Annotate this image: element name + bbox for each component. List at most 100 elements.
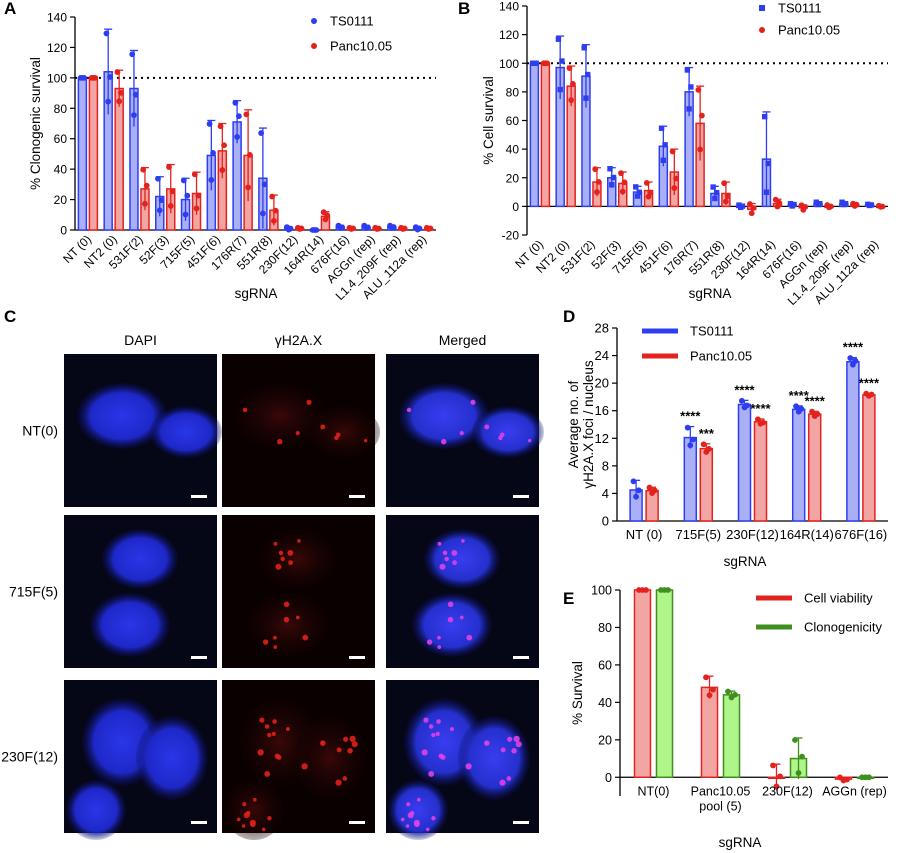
foci-dot	[425, 827, 430, 832]
y-tick-label: 0	[60, 224, 67, 238]
y-axis-label: % Survival	[570, 661, 585, 725]
data-point	[261, 181, 268, 188]
y-axis-label: % Cell survival	[481, 76, 496, 165]
data-point	[206, 121, 213, 127]
bar-series1	[633, 589, 652, 779]
foci-dot	[428, 724, 434, 729]
foci-dot	[465, 763, 472, 770]
nucleus	[424, 529, 500, 589]
y-tick-label: 20	[598, 733, 612, 747]
foci-dot	[459, 431, 464, 436]
data-point	[132, 91, 139, 98]
data-point	[155, 175, 161, 182]
data-point	[776, 199, 783, 206]
foci-dot	[435, 731, 440, 737]
data-point	[792, 737, 798, 743]
y-tick-label: 40	[598, 696, 612, 710]
data-point	[583, 95, 589, 101]
data-point	[703, 674, 709, 681]
scale-bar	[349, 821, 365, 824]
foci-dot	[431, 816, 436, 821]
data-point	[169, 188, 176, 195]
bar-series1	[529, 62, 540, 208]
foci-dot	[335, 779, 342, 786]
data-point	[594, 189, 600, 195]
data-point	[798, 405, 805, 412]
legend-marker	[311, 43, 317, 49]
data-point	[350, 225, 356, 232]
row-label: NT(0)	[22, 423, 58, 439]
foci-dot	[513, 735, 520, 743]
foci-dot	[439, 563, 446, 570]
data-point	[167, 203, 174, 209]
foci-dot	[336, 747, 342, 753]
data-point	[732, 691, 738, 698]
x-tick-label: 164R(14)	[780, 527, 834, 542]
data-point	[750, 205, 757, 211]
data-point	[269, 193, 276, 200]
data-point	[673, 175, 679, 182]
foci-dot	[297, 539, 301, 543]
data-point	[195, 192, 202, 199]
bar-series1	[77, 77, 88, 231]
foci-dot	[461, 539, 465, 543]
x-axis-label: sgRNA	[719, 835, 762, 850]
y-tick-label: 40	[506, 143, 520, 157]
nucleus	[102, 529, 178, 589]
x-tick-label: pool (5)	[699, 799, 741, 813]
data-point	[802, 204, 808, 210]
row-label: 230F(12)	[1, 749, 58, 765]
data-point	[245, 184, 252, 191]
foci-dot	[347, 748, 353, 754]
foci-dot	[335, 432, 341, 438]
bar-series2	[540, 62, 551, 208]
foci-dot	[484, 424, 490, 430]
data-point	[143, 182, 150, 189]
data-point	[221, 142, 227, 149]
data-point	[738, 397, 745, 404]
legend-label: Panc10.05	[330, 39, 392, 54]
legend-marker	[311, 18, 317, 24]
foci-dot	[283, 616, 290, 623]
data-point	[643, 587, 649, 593]
foci-dot	[271, 731, 276, 737]
data-point	[566, 65, 573, 72]
data-point	[610, 174, 617, 181]
data-point	[585, 71, 591, 78]
data-point	[754, 416, 761, 423]
foci-dot	[262, 639, 269, 645]
foci-dot	[506, 776, 512, 781]
foci-dot	[275, 563, 282, 570]
foci-dot	[442, 550, 448, 556]
nucleus	[388, 780, 448, 840]
significance-label: ***	[699, 426, 715, 441]
data-point	[184, 192, 191, 199]
foci-dot	[451, 549, 458, 556]
bar-series2	[699, 447, 714, 522]
data-point	[763, 189, 770, 195]
column-header: γH2A.X	[275, 332, 323, 348]
foci-dot	[349, 735, 356, 743]
data-point	[712, 195, 718, 202]
foci-dot	[507, 736, 513, 742]
data-point	[651, 487, 658, 494]
data-point	[81, 74, 88, 81]
data-point	[791, 201, 797, 208]
significance-label: ****	[843, 340, 864, 355]
foci-dot	[406, 407, 412, 413]
foci-dot	[261, 827, 266, 832]
y-tick-label: 60	[598, 658, 612, 672]
x-axis-label: sgRNA	[689, 286, 732, 301]
data-point	[595, 178, 602, 185]
foci-dot	[436, 719, 441, 724]
data-point	[339, 224, 345, 231]
data-point	[217, 123, 224, 130]
bar-series2	[114, 87, 124, 231]
data-point	[375, 225, 382, 232]
data-point	[706, 692, 713, 699]
foci-dot	[252, 797, 257, 802]
